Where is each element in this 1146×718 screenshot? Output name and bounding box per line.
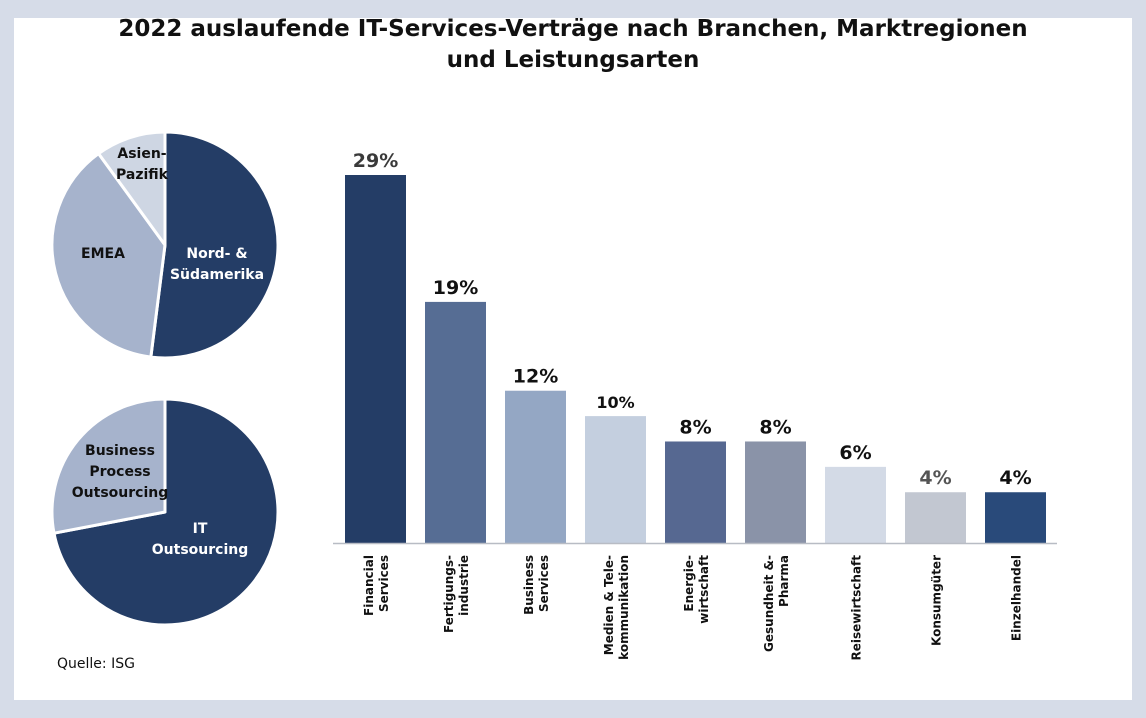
pie-1-slice-0 (149, 130, 280, 360)
pie-1-slice-2 (97, 130, 167, 247)
pie-1-label-2: Pazifik (116, 167, 169, 183)
chart-title-line-2: und Leistungsarten (446, 47, 700, 73)
pie-2-slice-1 (50, 397, 167, 535)
pie-1-slice-1 (50, 152, 167, 359)
category-label-7: Konsumgüter (930, 555, 944, 646)
source-note: Quelle: ISG (57, 656, 135, 672)
bar-value-label-0: 29% (353, 150, 398, 172)
bar-1 (425, 301, 486, 543)
pie-1-label-2: Asien- (117, 146, 166, 162)
bar-5 (745, 441, 806, 543)
pie-2-label-1: Process (89, 464, 150, 480)
pie-1-label-1: EMEA (81, 246, 125, 262)
category-label-3: Medien & Tele-kommunikation (602, 555, 631, 660)
category-label-line: Reisewirtschaft (850, 555, 864, 661)
category-label-5: Gesundheit &- Pharma (762, 555, 791, 652)
category-label-line: Energie- (682, 555, 696, 612)
category-label-1: Fertigungs-industrie (442, 555, 471, 633)
bar-value-label-3: 10% (596, 393, 634, 412)
category-label-8: Einzelhandel (1010, 555, 1024, 641)
category-label-line: Konsumgüter (930, 555, 944, 646)
bar-value-label-4: 8% (679, 416, 711, 438)
bar-value-label-6: 6% (839, 442, 871, 464)
category-label-line: wirtschaft (697, 555, 711, 624)
category-label-0: Financial Services (362, 555, 391, 616)
chart-title-line-1: 2022 auslaufende IT-Services-Verträge na… (118, 16, 1028, 42)
pie-2-label-1: Outsourcing (72, 485, 168, 501)
category-label-line: industrie (457, 555, 471, 616)
bar-2 (505, 390, 566, 543)
bar-8 (985, 492, 1046, 543)
category-label-line: Einzelhandel (1010, 555, 1024, 641)
bar-value-label-8: 4% (999, 467, 1031, 489)
bar-3 (585, 416, 646, 543)
bar-4 (665, 441, 726, 543)
bar-value-label-5: 8% (759, 416, 791, 438)
category-label-2: Business Services (522, 555, 551, 615)
bar-value-label-7: 4% (919, 467, 951, 489)
pie-2-label-0: Outsourcing (152, 542, 248, 558)
category-label-line: Business (522, 555, 536, 615)
pie-2-label-0: IT (193, 521, 208, 537)
pie-1-label-0: Nord- & (186, 246, 247, 262)
category-label-line: Services (377, 555, 391, 612)
category-label-line: Services (537, 555, 551, 612)
bar-6 (825, 466, 886, 543)
bar-7 (905, 492, 966, 543)
bar-0 (345, 175, 406, 543)
category-label-6: Reisewirtschaft (850, 555, 864, 661)
bar-value-label-1: 19% (433, 277, 478, 299)
category-label-line: Financial (362, 555, 376, 616)
category-label-4: Energie-wirtschaft (682, 555, 711, 624)
pie-1-label-0: Südamerika (170, 267, 264, 283)
pie-2-label-1: Business (85, 443, 155, 459)
category-label-line: Medien & Tele- (602, 555, 616, 655)
bar-value-label-2: 12% (513, 366, 558, 388)
category-label-line: Gesundheit &- (762, 555, 776, 652)
category-label-line: Pharma (777, 555, 791, 607)
category-label-line: Fertigungs- (442, 555, 456, 633)
chart-title: 2022 auslaufende IT-Services-Verträge na… (0, 14, 1146, 76)
category-label-line: kommunikation (617, 555, 631, 660)
